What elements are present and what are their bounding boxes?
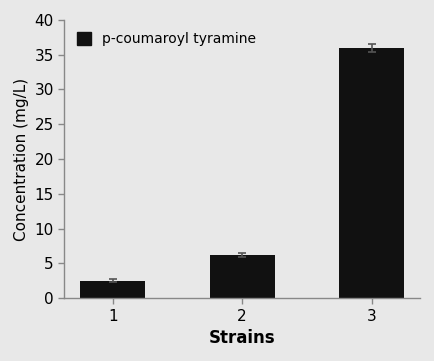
Bar: [210, 255, 275, 298]
Bar: [339, 48, 404, 298]
X-axis label: Strains: Strains: [209, 329, 276, 347]
Legend: p-coumaroyl tyramine: p-coumaroyl tyramine: [71, 27, 261, 52]
Bar: [80, 281, 145, 298]
Y-axis label: Concentration (mg/L): Concentration (mg/L): [14, 78, 29, 240]
